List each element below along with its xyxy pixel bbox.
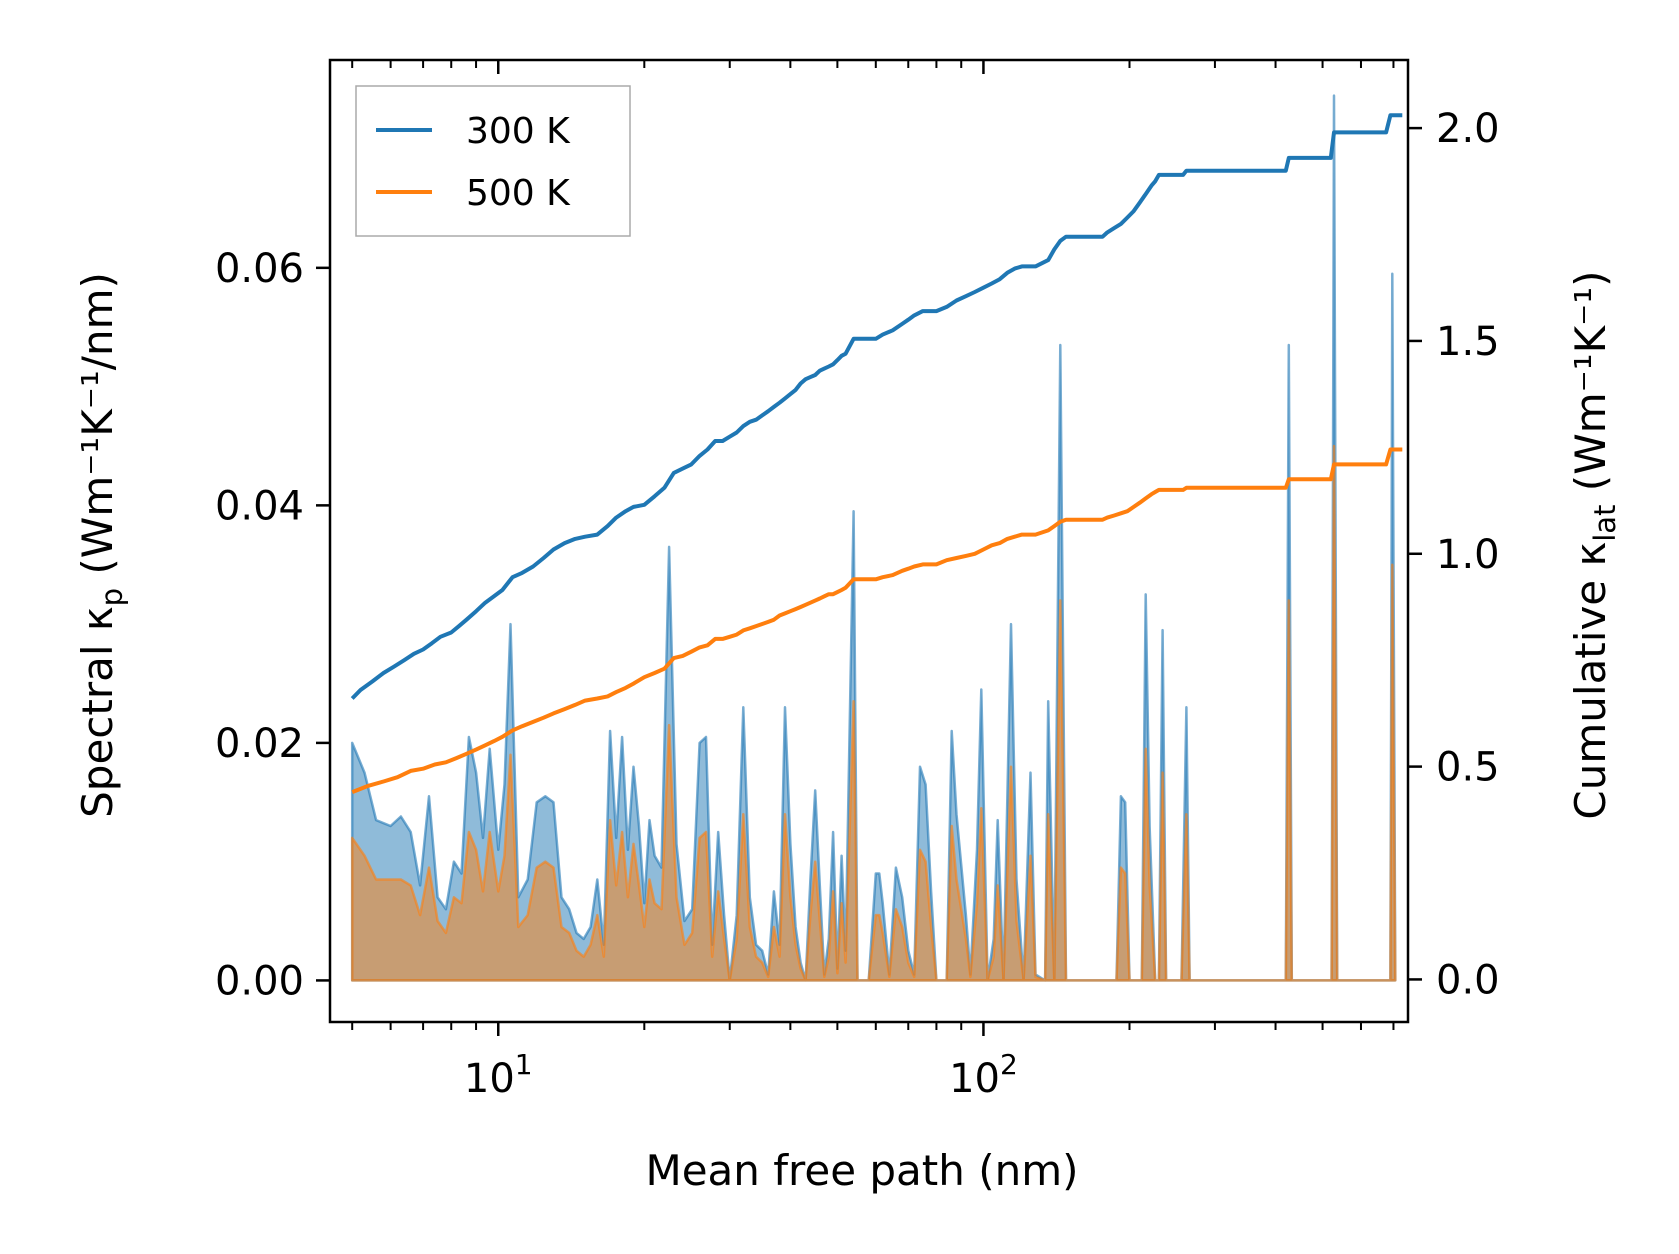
x-tick-label: 101 xyxy=(464,1048,533,1102)
right-y-tick-label: 1.5 xyxy=(1436,319,1500,365)
x-tick-label: 102 xyxy=(949,1048,1018,1102)
legend-label: 300 K xyxy=(466,111,571,152)
left-y-axis-title: Spectral κp (Wm⁻¹K⁻¹/nm) xyxy=(73,272,129,818)
left-y-tick-label: 0.06 xyxy=(215,246,304,292)
axes: 0.00 0.02 0.04 0.06 0.0 0.5 1.0 1.5 2.0 101 102 xyxy=(215,58,1500,1102)
x-axis-title: Mean free path (nm) xyxy=(645,1146,1078,1195)
cumulative-line-300-k xyxy=(350,113,1403,700)
left-y-axis-subscript: p xyxy=(95,588,129,606)
right-y-tick-label: 2.0 xyxy=(1436,106,1500,152)
right-y-tick-label: 0.0 xyxy=(1436,957,1500,1003)
cumulative-line-500-k xyxy=(351,447,1403,794)
plot-area xyxy=(350,94,1403,982)
plot-frame xyxy=(328,58,1410,1024)
right-y-axis-subscript: lat xyxy=(1588,505,1622,542)
left-y-tick-label: 0.04 xyxy=(215,483,304,529)
left-y-tick-label: 0.02 xyxy=(215,721,304,767)
right-y-tick-label: 0.5 xyxy=(1436,745,1500,791)
spectral-area-500-k xyxy=(350,444,1397,982)
legend-box xyxy=(355,85,631,237)
right-y-tick-label: 1.0 xyxy=(1436,532,1500,578)
legend[interactable]: 300 K 500 K xyxy=(355,85,631,237)
left-y-tick-label: 0.00 xyxy=(215,958,304,1004)
right-y-axis-title: Cumulative κlat (Wm⁻¹K⁻¹) xyxy=(1566,270,1622,819)
legend-label: 500 K xyxy=(466,173,571,214)
